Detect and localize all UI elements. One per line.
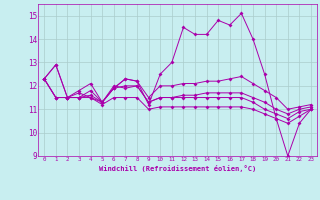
X-axis label: Windchill (Refroidissement éolien,°C): Windchill (Refroidissement éolien,°C) [99, 165, 256, 172]
